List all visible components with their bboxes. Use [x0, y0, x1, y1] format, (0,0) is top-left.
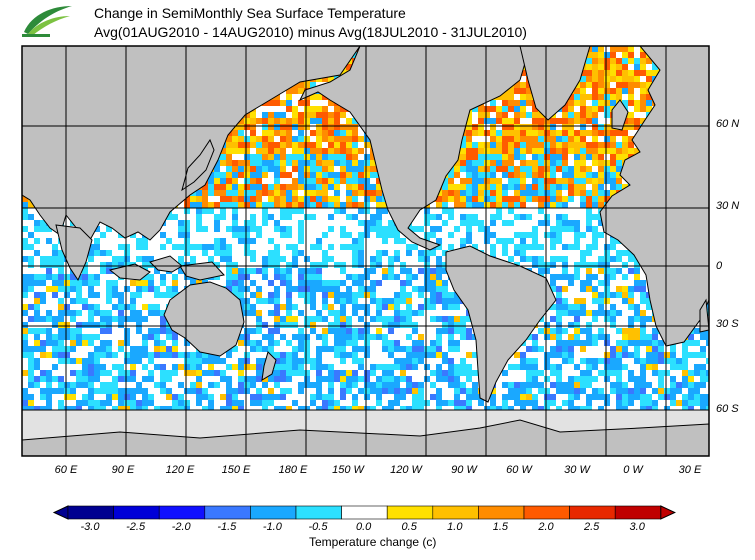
latitude-label: 60 S [716, 403, 739, 415]
agency-logo-icon [22, 6, 72, 37]
latitude-label: 60 N [716, 118, 740, 130]
colorbar-tick-label: 2.0 [538, 521, 554, 533]
longitude-label: 60 W [506, 464, 532, 476]
land-north-america [298, 46, 531, 251]
colorbar-segment [386, 505, 434, 520]
colorbar-segment [113, 505, 160, 520]
colorbar-tick-label: 1.0 [447, 521, 463, 533]
colorbar-segment [569, 505, 616, 520]
colorbar-segment [523, 505, 570, 520]
colorbar-segment [614, 505, 662, 520]
land-new-zealand [261, 351, 277, 381]
land-europe-africa [599, 46, 709, 347]
land-greenland [519, 46, 591, 121]
longitude-label: 120 E [165, 464, 195, 476]
colorbar-segment [432, 505, 479, 520]
colorbar-segment [204, 505, 251, 520]
colorbar-segment [250, 505, 297, 520]
latitude-label: 0 [716, 260, 723, 272]
colorbar-tick-label: -2.5 [126, 521, 146, 533]
longitude-label: 60 E [54, 464, 78, 476]
longitude-label: 30 W [564, 464, 590, 476]
land-asia [22, 46, 361, 241]
land-south-america [445, 245, 557, 403]
colorbar-tick-label: 2.5 [583, 521, 600, 533]
longitude-label: 150 E [221, 464, 251, 476]
colorbar-tick-label: 3.0 [629, 521, 645, 533]
land-japan [181, 138, 215, 192]
chart-title: Change in SemiMonthly Sea Surface Temper… [94, 5, 406, 21]
colorbar-tick-label: -1.5 [217, 521, 237, 533]
colorbar-max-arrow [660, 505, 676, 520]
colorbar-tick-label: -3.0 [80, 521, 100, 533]
land-indonesia [108, 255, 225, 281]
latitude-label: 30 S [716, 318, 739, 330]
longitude-label: 90 E [111, 464, 135, 476]
land-australia [163, 281, 245, 357]
colorbar-segment [67, 505, 114, 520]
colorbar-tick-label: -1.0 [262, 521, 282, 533]
colorbar-segment [158, 505, 206, 520]
map-frame [21, 45, 710, 457]
colorbar-segment [341, 505, 388, 520]
chart-subtitle: Avg(01AUG2010 - 14AUG2010) minus Avg(18J… [94, 24, 527, 40]
colorbar-min-arrow [52, 505, 69, 520]
colorbar-tick-label: -2.0 [171, 521, 191, 533]
land-uk [611, 99, 629, 131]
colorbar-tick-label: 0.0 [355, 521, 372, 533]
colorbar-tick-label: 0.5 [401, 521, 417, 533]
longitude-label: 120 W [390, 464, 422, 476]
colorbar-segment [478, 505, 525, 520]
longitude-label: 90 W [451, 464, 477, 476]
longitude-label: 150 W [332, 464, 364, 476]
longitude-label: 0 W [623, 464, 643, 476]
longitude-label: 180 E [278, 464, 308, 476]
latitude-label: 30 N [716, 200, 740, 212]
colorbar-label: Temperature change (c) [309, 535, 437, 549]
colorbar-segment [295, 505, 342, 520]
colorbar-tick-label: 1.5 [492, 521, 509, 533]
longitude-label: 30 E [678, 464, 702, 476]
land-madagascar [699, 298, 709, 333]
colorbar-tick-label: -0.5 [308, 521, 328, 533]
